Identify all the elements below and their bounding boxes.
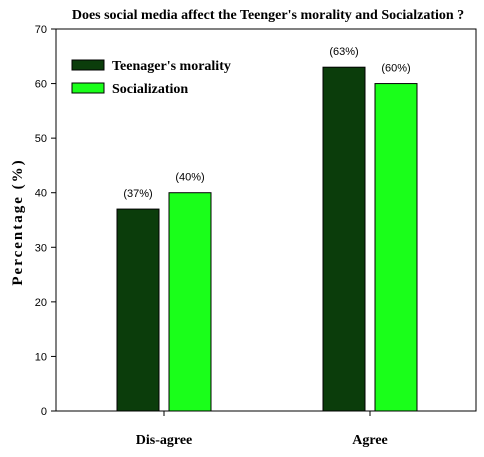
x-category-label: Dis-agree [136, 433, 193, 448]
y-tick-label: 50 [35, 133, 47, 145]
data-label: (40%) [175, 172, 204, 184]
y-tick-label: 40 [35, 188, 47, 200]
plot-frame [55, 28, 477, 412]
bar [116, 208, 160, 412]
bar [374, 83, 418, 412]
data-label: (37%) [123, 188, 152, 200]
y-tick-label: 20 [35, 297, 47, 309]
bar [168, 192, 212, 412]
y-tick-label: 30 [35, 242, 47, 254]
data-label: (63%) [329, 46, 358, 58]
y-tick-label: 10 [35, 351, 47, 363]
legend-label: Teenager's morality [112, 59, 231, 74]
legend-label: Socialization [112, 82, 188, 97]
y-axis-label: Percentage (%) [10, 158, 26, 285]
chart-title: Does social media affect the Teenger's m… [72, 8, 464, 23]
bar [322, 66, 366, 412]
y-tick-label: 70 [35, 24, 47, 36]
data-label: (60%) [381, 63, 410, 75]
y-tick-label: 60 [35, 79, 47, 91]
y-tick-label: 0 [41, 406, 47, 418]
plot-area: 0 10 20 30 40 50 60 70 Dis-agree Agree (37%) (63%) (… [35, 24, 477, 448]
legend-swatch [71, 82, 105, 94]
legend-swatch [71, 59, 105, 71]
x-category-label: Agree [352, 433, 388, 448]
